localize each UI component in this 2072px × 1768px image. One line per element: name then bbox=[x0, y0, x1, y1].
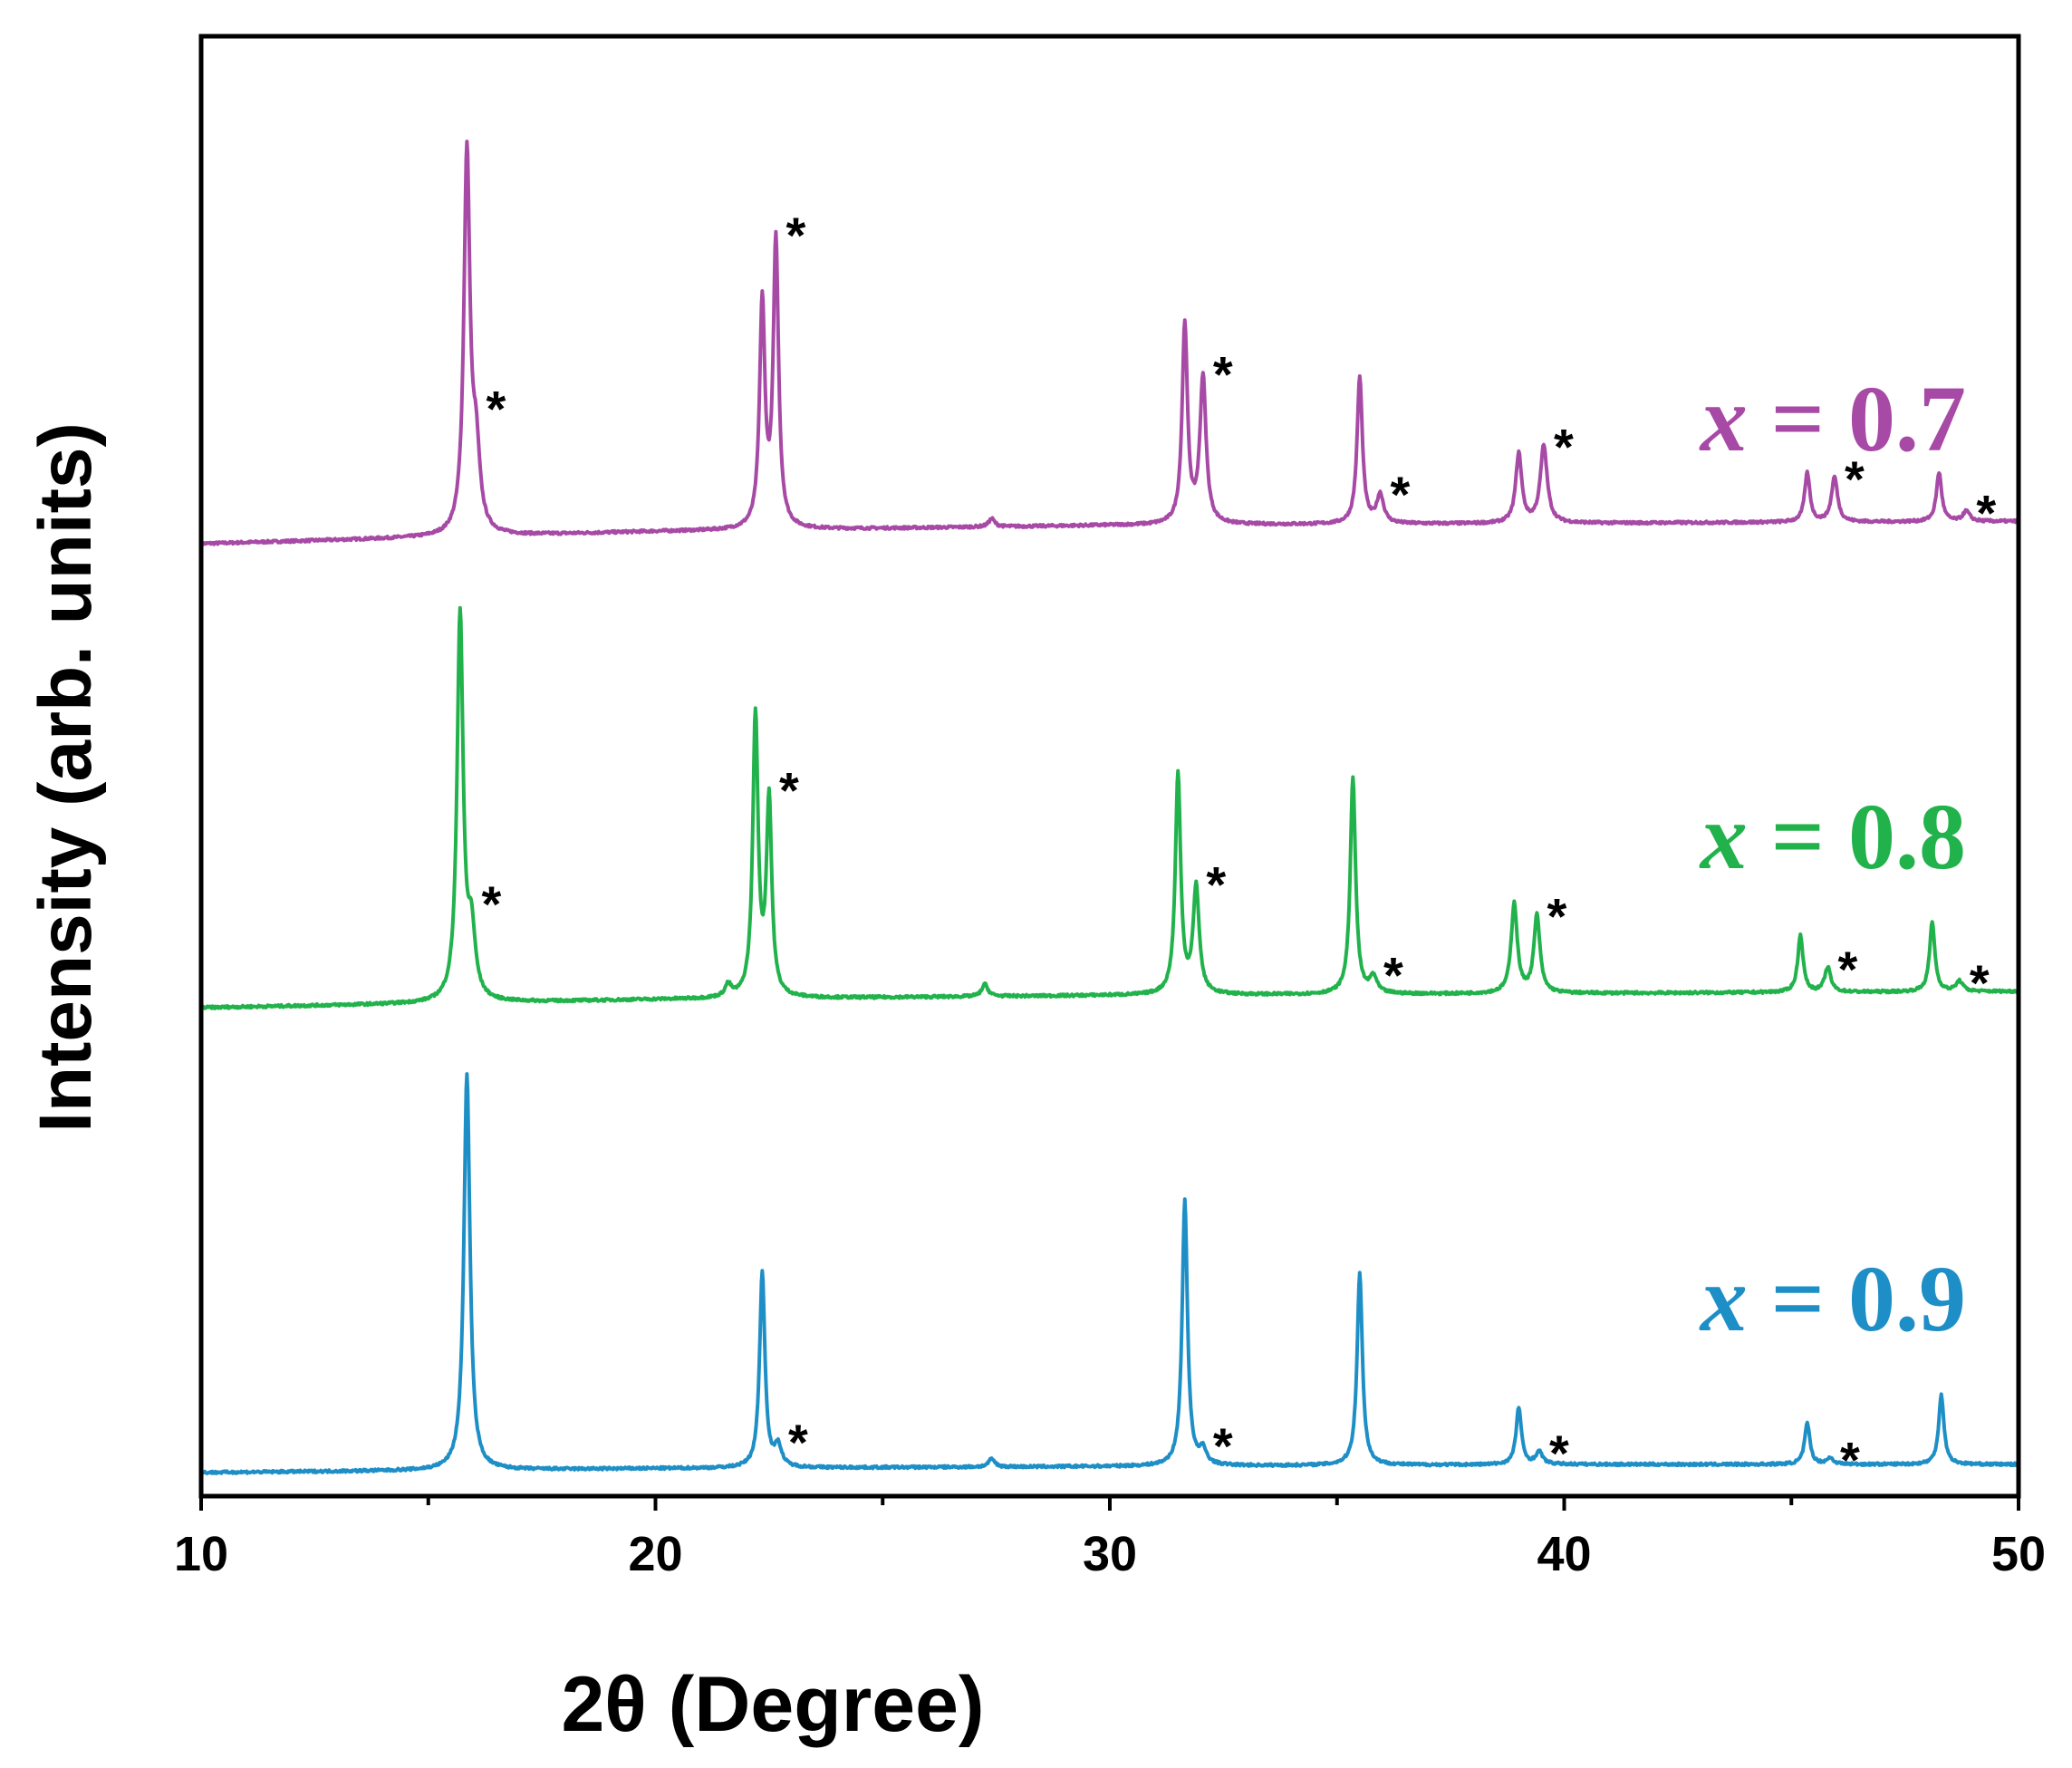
series-label: x = 0.7 bbox=[1699, 367, 1966, 471]
x-tick-label: 40 bbox=[1537, 1527, 1591, 1581]
y-axis-title: Intensity (arb. units) bbox=[24, 422, 107, 1133]
series-label-variable: x bbox=[1699, 1247, 1748, 1351]
series-labels: x = 0.7x = 0.8x = 0.9 bbox=[1699, 367, 1966, 1351]
x-axis-title: 2θ (Degree) bbox=[561, 1661, 984, 1748]
x-tick-label: 50 bbox=[1991, 1527, 2046, 1581]
series-label-value: = 0.8 bbox=[1748, 785, 1966, 889]
x-axis: 10 20 30 40 50 bbox=[174, 1496, 2046, 1581]
impurity-peak-marker: * bbox=[481, 875, 501, 932]
x-tick-label: 20 bbox=[628, 1527, 682, 1581]
impurity-peak-marker: * bbox=[1970, 954, 1990, 1011]
impurity-peak-marker: * bbox=[1845, 450, 1865, 507]
diffraction-pattern-0.9 bbox=[199, 1072, 2020, 1476]
impurity-peak-marker: * bbox=[1976, 484, 1996, 541]
impurity-peak-marker: * bbox=[1206, 856, 1226, 913]
peak-markers: * * * * * * * * * * * * * * * * * * bbox=[481, 207, 1996, 1488]
x-tick-label: 30 bbox=[1083, 1527, 1137, 1581]
series-label: x = 0.8 bbox=[1699, 785, 1966, 889]
impurity-peak-marker: * bbox=[1837, 941, 1857, 998]
impurity-peak-marker: * bbox=[788, 1414, 808, 1471]
impurity-peak-marker: * bbox=[779, 762, 799, 819]
impurity-peak-marker: * bbox=[1554, 418, 1574, 475]
impurity-peak-marker: * bbox=[1383, 946, 1403, 1003]
series-label-variable: x bbox=[1699, 367, 1748, 471]
series-label-value: = 0.7 bbox=[1748, 367, 1966, 471]
impurity-peak-marker: * bbox=[1390, 466, 1410, 523]
impurity-peak-marker: * bbox=[1840, 1431, 1860, 1488]
impurity-peak-marker: * bbox=[1213, 346, 1233, 403]
series-label: x = 0.9 bbox=[1699, 1247, 1966, 1351]
impurity-peak-marker: * bbox=[1549, 1425, 1569, 1482]
diffraction-patterns bbox=[199, 140, 2020, 1476]
impurity-peak-marker: * bbox=[785, 207, 805, 264]
diffraction-pattern-0.8 bbox=[199, 605, 2020, 1010]
impurity-peak-marker: * bbox=[487, 381, 506, 438]
series-label-value: = 0.9 bbox=[1748, 1247, 1966, 1351]
impurity-peak-marker: * bbox=[1213, 1417, 1233, 1474]
x-tick-label: 10 bbox=[174, 1527, 228, 1581]
diffraction-pattern-0.7 bbox=[199, 140, 2020, 546]
impurity-peak-marker: * bbox=[1547, 887, 1567, 944]
series-label-variable: x bbox=[1699, 785, 1748, 889]
